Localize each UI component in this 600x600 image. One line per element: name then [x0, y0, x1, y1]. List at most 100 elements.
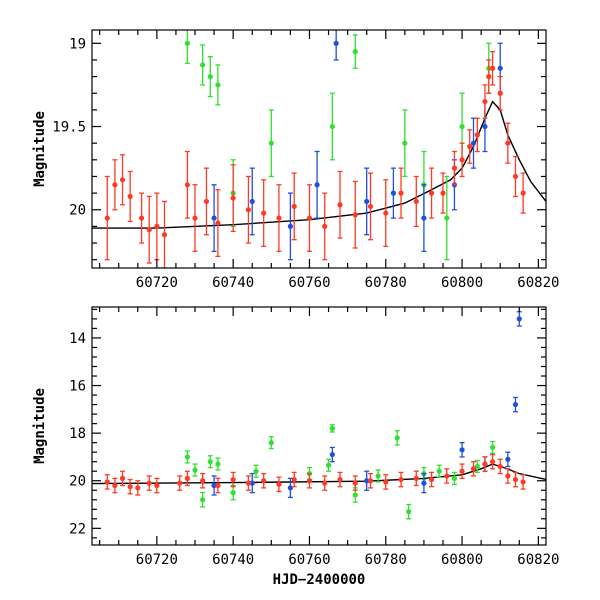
data-point-red	[459, 157, 465, 163]
data-point-red	[138, 215, 145, 221]
x-tick-label: 60820	[517, 275, 559, 291]
data-point-green	[459, 123, 465, 130]
data-point-green	[436, 468, 442, 474]
data-point-red	[512, 476, 519, 483]
data-point-blue	[329, 451, 335, 458]
plot-area	[92, 30, 546, 268]
data-point-green	[200, 497, 206, 503]
data-point-red	[520, 190, 526, 196]
data-point-green	[207, 74, 213, 80]
data-point-red	[383, 479, 389, 485]
data-point-red	[192, 215, 198, 221]
data-point-green	[329, 425, 335, 431]
data-point-red	[200, 478, 206, 484]
data-point-green	[451, 475, 458, 481]
data-point-green	[207, 459, 213, 465]
x-tick-label: 60740	[212, 275, 254, 291]
y-axis-title: Magnitude	[32, 111, 48, 187]
data-point-red	[154, 223, 160, 229]
x-tick-label: 60740	[212, 552, 254, 568]
data-point-red	[112, 182, 118, 188]
data-point-red	[322, 480, 328, 486]
y-tick-label: 14	[69, 331, 86, 347]
data-point-red	[245, 207, 252, 213]
x-tick-label: 60760	[288, 552, 330, 568]
data-point-blue	[211, 482, 217, 489]
data-point-blue	[287, 485, 293, 491]
data-point-red	[245, 480, 252, 486]
data-point-red	[230, 476, 236, 483]
plot-area	[92, 311, 546, 520]
x-tick-label: 60800	[441, 275, 483, 291]
data-point-blue	[421, 480, 427, 486]
data-point-red	[428, 190, 435, 196]
data-point-red	[104, 479, 110, 485]
data-point-red	[230, 195, 236, 201]
data-point-red	[306, 215, 313, 221]
data-point-green	[215, 82, 221, 88]
data-point-blue	[512, 401, 519, 408]
data-point-red	[467, 143, 473, 150]
data-point-green	[268, 440, 274, 446]
data-point-red	[146, 480, 152, 486]
data-point-blue	[333, 40, 339, 46]
y-tick-label: 19	[69, 36, 86, 52]
data-point-green	[253, 468, 259, 474]
plot-frame	[91, 306, 547, 546]
data-point-red	[512, 173, 519, 180]
data-point-blue	[364, 198, 370, 205]
data-point-red	[261, 210, 267, 216]
data-point-green	[352, 492, 358, 498]
data-point-blue	[390, 190, 396, 196]
data-point-red	[413, 198, 419, 205]
data-point-red	[428, 476, 435, 483]
data-point-red	[127, 193, 133, 200]
data-point-red	[322, 223, 328, 229]
data-point-green	[375, 473, 381, 479]
panel-bottom: 60720 60740 60760 60780 60800 60820 14 16 18 20 22…	[32, 306, 559, 588]
x-tick-label: 60760	[288, 275, 330, 291]
data-point-green	[444, 215, 450, 221]
y-tick-label: 20	[69, 474, 86, 490]
data-point-red	[119, 177, 126, 183]
data-point-red	[486, 74, 492, 80]
data-point-green	[200, 62, 206, 68]
data-point-green	[402, 140, 408, 146]
data-point-red	[119, 475, 126, 481]
data-point-blue	[497, 65, 503, 71]
y-tick-label: 20	[69, 203, 86, 219]
data-point-red	[398, 190, 404, 196]
data-point-red	[291, 476, 297, 483]
data-point-blue	[421, 215, 427, 221]
data-point-red	[276, 215, 282, 221]
data-point-red	[135, 485, 141, 491]
data-point-red	[184, 182, 190, 188]
data-point-red	[367, 203, 374, 210]
data-point-blue	[505, 456, 511, 462]
y-tick-label: 16	[69, 379, 86, 395]
model-curve	[92, 463, 546, 485]
data-point-red	[112, 482, 118, 489]
data-point-blue	[314, 182, 320, 188]
x-tick-label: 60780	[365, 275, 407, 291]
data-point-green	[394, 435, 400, 441]
data-point-red	[177, 480, 183, 486]
x-tick-label: 60800	[441, 552, 483, 568]
panel-top: 60720 60740 60760 60780 60800 60820 19 19.5 20 Ma…	[32, 29, 559, 291]
data-point-red	[444, 473, 450, 479]
data-point-blue	[516, 316, 522, 322]
data-point-blue	[287, 223, 293, 229]
data-point-red	[352, 212, 358, 218]
data-point-green	[352, 49, 358, 55]
data-point-red	[367, 478, 374, 484]
data-point-blue	[211, 215, 217, 221]
x-tick-label: 60780	[365, 552, 407, 568]
data-point-blue	[459, 447, 465, 453]
data-point-blue	[364, 478, 370, 484]
y-tick-label: 18	[69, 426, 86, 442]
x-axis-title: HJD−2400000	[273, 572, 366, 588]
data-point-red	[489, 65, 496, 71]
data-point-blue	[249, 198, 255, 205]
data-point-red	[470, 466, 477, 472]
data-point-red	[398, 476, 404, 483]
